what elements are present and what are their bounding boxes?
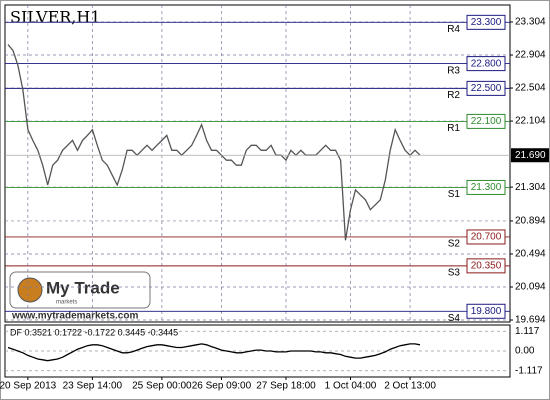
level-price: 19.800 [471,306,502,317]
logo-globe [17,277,43,303]
indicator-tick-label: -1.117 [515,365,543,376]
logo-box [9,271,151,309]
indicator-title: DF 0.3521 0.1722 -0.1722 0.3445 -0.3445 [10,327,178,337]
level-box [466,229,506,245]
indicator-tick-label: 1.117 [515,326,540,337]
x-tick-label: 1 Oct 04:00 [325,381,377,392]
y-tick-label: 21.304 [515,182,546,193]
last-price-box [511,148,549,163]
level-box [466,258,506,274]
level-price: 21.300 [471,182,502,193]
x-tick-label: 2 Oct 13:00 [384,381,436,392]
y-tick-label: 19.694 [515,315,546,326]
x-tick-label: 26 Sep 09:00 [192,381,252,392]
level-box [466,179,506,195]
level-name: S2 [448,239,461,250]
last-price-label: 21.690 [515,150,546,161]
x-tick-label: 23 Sep 14:00 [63,381,123,392]
level-price: 20.700 [471,232,502,243]
logo-sub: markets [56,300,77,306]
level-name: R3 [447,65,460,76]
y-tick-label: 20.094 [515,282,546,293]
level-price: 22.800 [471,58,502,69]
level-price: 22.500 [471,83,502,94]
price-line [7,44,421,241]
level-price: 22.100 [471,116,502,127]
level-box [466,14,506,30]
level-box [466,113,506,129]
level-box [466,303,506,319]
level-name: R4 [447,24,460,35]
x-tick-label: 25 Sep 00:00 [132,381,192,392]
level-price: 20.350 [471,261,502,272]
y-tick-label: 23.304 [515,17,546,28]
indicator-tick-label: 0.00 [515,346,535,357]
logo-text: My Trade [46,278,120,297]
level-name: S3 [448,268,461,279]
chart-title: SILVER,H1 [10,8,101,27]
level-price: 23.300 [471,17,502,28]
logo-url: www.mytrademarkets.com [11,311,138,322]
main-plot-frame [4,4,511,323]
level-box [466,80,506,96]
y-tick-label: 22.904 [515,50,546,61]
y-tick-label: 22.504 [515,83,546,94]
logo: My Trade markets www.mytrademarkets.com [9,271,151,322]
indicator-line [7,343,421,362]
level-name: R2 [447,90,460,101]
y-tick-label: 20.894 [515,216,546,227]
level-name: S1 [448,189,461,200]
x-tick-label: 20 Sep 2013 [0,381,57,392]
y-tick-label: 20.494 [515,249,546,260]
level-name: R1 [447,123,460,134]
level-name: S4 [448,313,461,324]
y-tick-label: 22.104 [515,116,546,127]
level-box [466,56,506,72]
x-tick-label: 27 Sep 18:00 [256,381,316,392]
